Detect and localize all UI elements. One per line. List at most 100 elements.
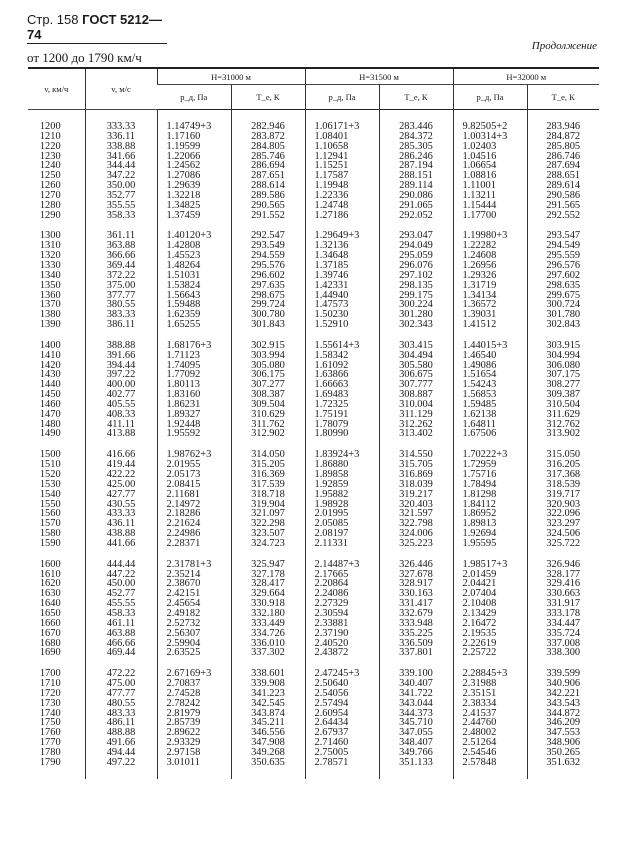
cell-p-32000: 1.26956 [452, 260, 527, 271]
table-row: 1700 472.22 2.67169+3 338.601 2.47245+3 339.1… [28, 669, 599, 680]
cell-t-32000: 299.675 [526, 290, 599, 301]
cell-p-32000: 1.56853 [452, 389, 527, 400]
table-row: 1650 458.33 2.49182 332.180 2.30594 332.679 2.… [28, 608, 599, 619]
cell-t-32000: 289.614 [526, 180, 599, 191]
cell-v-ms: 338.88 [84, 141, 157, 152]
cell-t-32000: 285.805 [526, 141, 599, 152]
cell-t-31500: 293.047 [378, 231, 453, 242]
cell-t-32000: 304.994 [526, 350, 599, 361]
cell-t-32000: 322.096 [526, 509, 599, 520]
cell-t-31500: 304.494 [378, 350, 453, 361]
cell-t-32000: 347.553 [526, 728, 599, 739]
cell-p-31000: 2.63525 [156, 648, 231, 659]
spacer-cell [156, 439, 231, 451]
table-row: 1730 480.55 2.78242 342.545 2.57494 343.044 2.… [28, 698, 599, 709]
header-v-ms: v, м/с [84, 68, 157, 110]
cell-v-ms: 400.00 [84, 380, 157, 391]
cell-t-31000: 350.635 [230, 757, 305, 768]
cell-t-32000: 293.547 [526, 231, 599, 242]
cell-p-32000: 2.19535 [452, 628, 527, 639]
cell-p-31000: 2.01955 [156, 460, 231, 470]
cell-t-31000: 299.724 [230, 300, 305, 311]
cell-p-31000: 1.62359 [156, 310, 231, 321]
cell-p-31500: 1.98928 [304, 499, 379, 510]
table-row: 1270 352.77 1.32218 289.586 1.22336 290.086 1.… [28, 190, 599, 201]
page-number: Стр. 158 [27, 12, 79, 27]
cell-p-31000: 1.24562 [156, 161, 231, 172]
cell-p-32000: 2.04421 [452, 579, 527, 590]
cell-v-kmh: 1370 [39, 299, 61, 311]
cell-t-31000: 298.675 [230, 290, 305, 301]
cell-p-31000: 2.56307 [156, 628, 231, 639]
cell-v-ms: 491.66 [84, 737, 157, 748]
cell-t-32000: 309.387 [526, 389, 599, 400]
spacer-cell [304, 658, 379, 670]
cell-v-kmh: 1660 [39, 617, 61, 629]
cell-p-32000: 1.29326 [452, 270, 527, 281]
page-header: Стр. 158 ГОСТ 5212—74 [27, 12, 167, 44]
cell-p-31000: 2.42151 [156, 589, 231, 600]
standard-code: ГОСТ 5212—74 [27, 12, 162, 42]
cell-t-31000: 328.417 [230, 579, 305, 590]
cell-t-31000: 349.268 [230, 747, 305, 758]
cell-p-31500: 1.89858 [304, 469, 379, 480]
cell-t-31000: 327.178 [230, 569, 305, 580]
table-row: 1240 344.44 1.24562 286.694 1.15251 287.194 1.… [28, 161, 599, 172]
cell-t-31500: 327.678 [378, 569, 453, 580]
cell-v-ms: 436.11 [84, 519, 157, 530]
spacer-cell [156, 658, 231, 670]
header-t: T_e, К [230, 84, 305, 110]
cell-t-31000: 294.559 [230, 251, 305, 261]
spacer-cell [378, 439, 453, 451]
cell-p-32000: 1.41512 [452, 319, 527, 330]
cell-t-32000: 302.843 [526, 319, 599, 330]
table-row: 1380 383.33 1.62359 300.780 1.50230 301.280 1.… [28, 310, 599, 321]
cell-t-32000: 294.549 [526, 241, 599, 252]
table-row: 1590 441.66 2.28371 324.723 2.11331 325.223 1.… [28, 537, 599, 549]
cell-p-31500: 2.50640 [304, 678, 379, 689]
cell-p-32000: 2.54546 [452, 747, 527, 758]
header-p: p_д, Па [180, 92, 208, 102]
cell-t-31500: 300.224 [378, 300, 453, 311]
cell-v-kmh: 1200 [39, 121, 61, 132]
cell-v-kmh: 1590 [39, 537, 61, 549]
cell-v-kmh: 1410 [39, 349, 61, 361]
cell-t-32000: 320.903 [526, 499, 599, 510]
cell-p-32000: 1.36572 [452, 300, 527, 311]
cell-p-31000: 1.65255 [156, 319, 231, 330]
spacer-cell [84, 109, 157, 122]
cell-t-31500: 305.580 [378, 360, 453, 371]
cell-p-31000: 1.86231 [156, 399, 231, 410]
spacer-cell [526, 329, 599, 341]
cell-v-kmh: 1520 [39, 469, 61, 480]
cell-p-31500: 1.42331 [304, 280, 379, 291]
cell-t-31500: 321.597 [378, 509, 453, 520]
cell-p-31000: 1.56643 [156, 290, 231, 301]
cell-p-31500: 1.06171+3 [304, 121, 379, 132]
cell-t-32000: 343.543 [526, 698, 599, 709]
table-row: 1540 427.77 2.11681 318.718 1.95882 319.217 1.… [28, 489, 599, 500]
cell-v-kmh: 1500 [39, 449, 61, 461]
cell-v-ms: 438.88 [84, 528, 157, 539]
cell-t-31000: 334.726 [230, 628, 305, 639]
cell-t-32000: 338.300 [526, 648, 599, 659]
cell-p-31500: 1.95882 [304, 489, 379, 500]
cell-t-31000: 293.549 [230, 241, 305, 252]
cell-p-31000: 2.38670 [156, 579, 231, 590]
atmosphere-table: v, км/ч v, м/с H=31000 м H=31500 м H=320… [28, 67, 599, 779]
range-title: от 1200 до 1790 км/ч [27, 50, 142, 65]
cell-v-kmh: 1630 [39, 588, 61, 600]
cell-t-31000: 317.539 [230, 479, 305, 490]
cell-t-31500: 301.280 [378, 310, 453, 321]
cell-p-31000: 2.67169+3 [156, 669, 231, 680]
cell-v-ms: 341.66 [84, 151, 157, 162]
cell-p-31000: 1.22066 [156, 151, 231, 162]
table-row: 1210 336.11 1.17160 283.872 1.08401 284.372 1.… [28, 131, 599, 142]
cell-v-ms: 466.66 [84, 638, 157, 649]
cell-p-32000: 1.46540 [452, 350, 527, 361]
cell-t-31500: 351.133 [378, 757, 453, 768]
cell-t-32000: 301.780 [526, 310, 599, 321]
cell-v-ms: 469.44 [84, 648, 157, 659]
spacer-cell [452, 109, 527, 122]
cell-t-31000: 345.211 [230, 718, 305, 729]
